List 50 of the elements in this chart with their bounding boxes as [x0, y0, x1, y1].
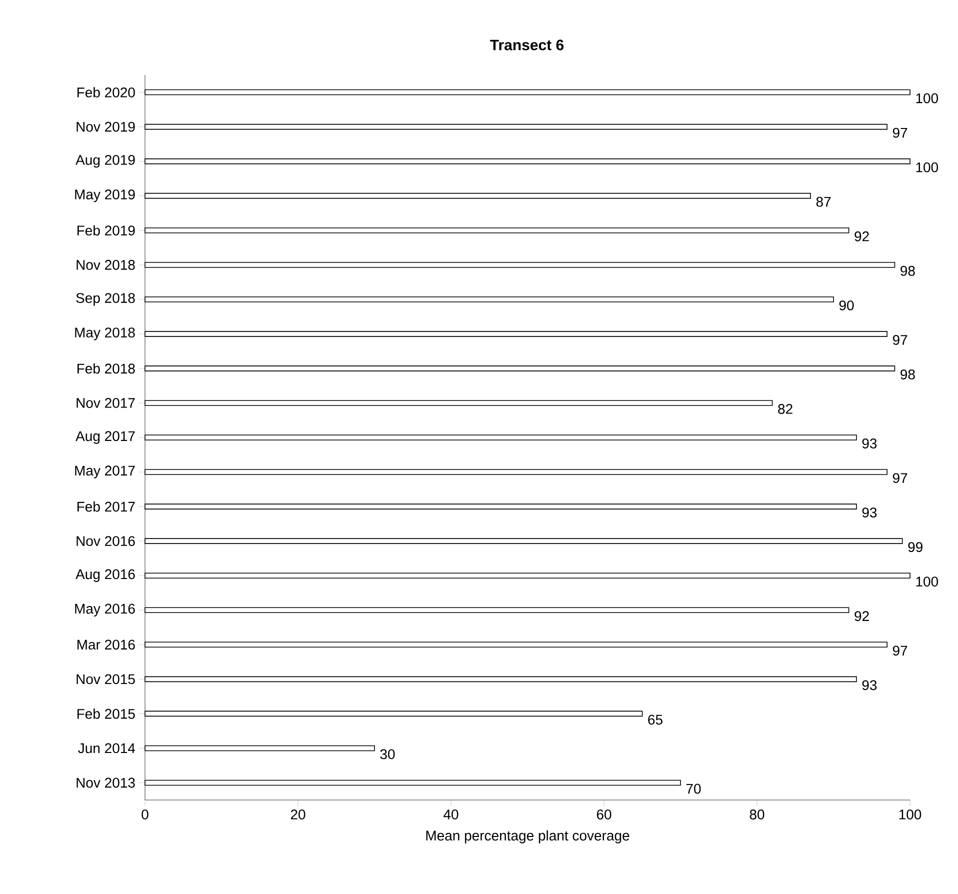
y-tick-label: Aug 2019 — [76, 154, 135, 168]
data-label: 97 — [892, 473, 908, 483]
y-tick-label: May 2018 — [75, 328, 135, 340]
y-tick-label: May 2019 — [75, 189, 135, 202]
x-tick-label: 0 — [142, 810, 148, 820]
x-tick-label: 100 — [899, 810, 922, 820]
data-label: 97 — [892, 334, 908, 345]
y-tick-label: Feb 2019 — [77, 225, 135, 236]
data-label: 93 — [862, 508, 877, 518]
data-label: 97 — [892, 128, 908, 138]
data-label: 100 — [916, 93, 938, 104]
x-axis-title: Mean percentage plant coverage — [426, 830, 630, 844]
data-label: 92 — [854, 611, 869, 622]
x-tick-label: 80 — [750, 810, 764, 820]
y-tick-label: Nov 2015 — [76, 674, 135, 684]
y-tick-label: Aug 2016 — [76, 569, 135, 582]
y-tick-label: Nov 2018 — [76, 260, 135, 270]
data-label: 100 — [916, 576, 938, 587]
data-label: 98 — [900, 266, 915, 276]
chart-title: Transect 6 — [490, 40, 564, 50]
y-tick-label: Feb 2018 — [77, 363, 135, 374]
data-label: 70 — [686, 784, 701, 794]
data-label: 82 — [778, 404, 792, 414]
data-label: 98 — [900, 369, 915, 380]
x-tick-label: 20 — [290, 810, 306, 820]
y-tick-label: Nov 2019 — [76, 122, 135, 132]
data-label: 92 — [854, 231, 869, 242]
x-tick-label: 40 — [444, 810, 458, 820]
data-label: 87 — [816, 196, 831, 207]
data-label: 65 — [648, 714, 662, 725]
y-tick-label: Feb 2017 — [77, 501, 135, 512]
y-tick-label: Mar 2016 — [77, 640, 135, 650]
data-label: 99 — [908, 542, 922, 552]
y-tick-label: May 2016 — [75, 604, 135, 616]
data-label: 93 — [862, 680, 877, 690]
y-tick-label: Aug 2017 — [76, 431, 135, 444]
y-tick-label: Nov 2013 — [76, 778, 135, 788]
y-tick-label: Sep 2018 — [76, 293, 135, 306]
y-tick-label: Feb 2020 — [77, 87, 135, 98]
data-label: 93 — [862, 438, 877, 448]
y-tick-label: Nov 2017 — [76, 398, 135, 408]
y-tick-label: Nov 2016 — [76, 536, 135, 546]
y-tick-label: May 2017 — [75, 466, 135, 478]
data-label: 100 — [916, 162, 938, 172]
data-label: 90 — [839, 300, 854, 310]
x-tick-label: 60 — [596, 810, 612, 820]
y-tick-label: Feb 2015 — [77, 708, 135, 719]
data-label: 30 — [380, 749, 395, 760]
data-label: 97 — [892, 646, 908, 656]
y-tick-label: Jun 2014 — [78, 743, 136, 754]
